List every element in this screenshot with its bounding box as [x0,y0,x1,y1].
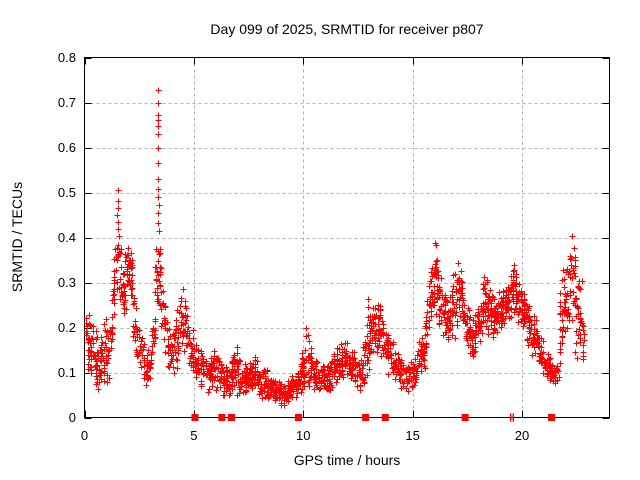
svg-text:0.6: 0.6 [58,140,76,155]
grid-lines [84,57,610,418]
svg-text:0: 0 [81,428,88,443]
y-tick-labels: 0 0.1 0.2 0.3 0.4 0.5 0.6 0.7 0.8 [58,50,76,425]
svg-text:0.5: 0.5 [58,185,76,200]
svg-text:0.4: 0.4 [58,230,76,245]
svg-text:0: 0 [69,410,76,425]
svg-text:0.1: 0.1 [58,365,76,380]
x-axis-label: GPS time / hours [294,452,401,468]
svg-text:0.8: 0.8 [58,50,76,65]
svg-text:0.3: 0.3 [58,275,76,290]
svg-text:15: 15 [405,428,419,443]
svg-text:0.7: 0.7 [58,95,76,110]
zero-value-markers [191,413,556,422]
axis-ticks [84,57,610,419]
svg-text:20: 20 [515,428,529,443]
svg-text:5: 5 [190,428,197,443]
x-tick-labels: 0 5 10 15 20 [81,428,529,443]
plot-border [84,57,610,418]
svg-text:0.2: 0.2 [58,320,76,335]
data-points [84,87,588,409]
svg-text:10: 10 [296,428,310,443]
chart-title: Day 099 of 2025, SRMTID for receiver p80… [210,21,483,37]
y-axis-label: SRMTID / TECUs [9,182,25,292]
